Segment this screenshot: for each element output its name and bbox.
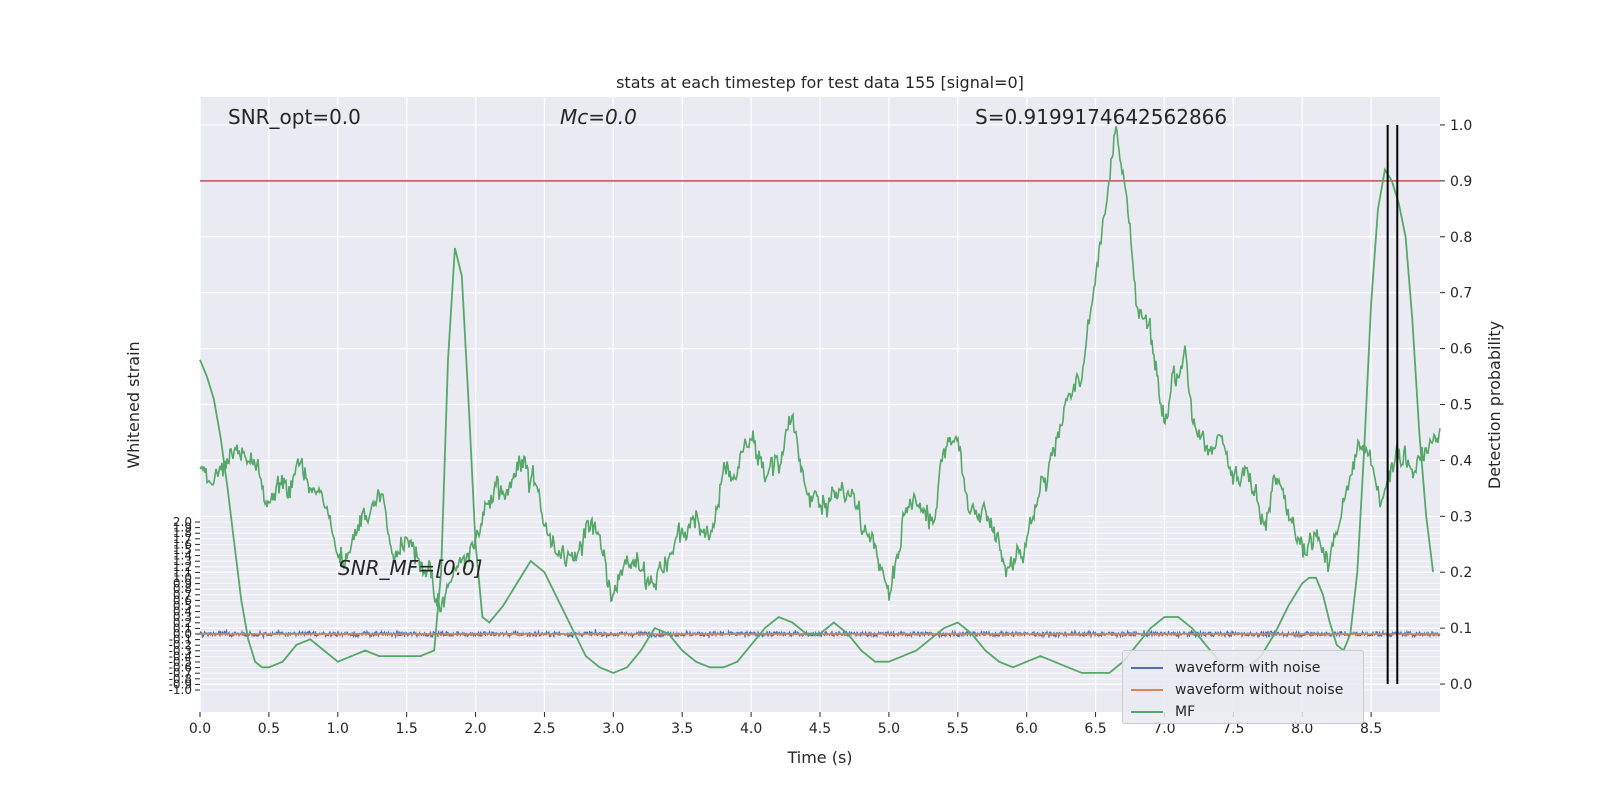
y-left-tick-label: -0.3 xyxy=(169,644,192,658)
x-tick-label: 1.5 xyxy=(396,721,418,737)
y-right-tick-label: 1.0 xyxy=(1450,118,1472,134)
x-tick-label: 7.0 xyxy=(1153,721,1175,737)
y-right-tick-label: 0.9 xyxy=(1450,174,1472,190)
y-left-tick-label: 1.3 xyxy=(173,554,192,568)
legend-item-waveform-without-noise: waveform without noise xyxy=(1131,679,1343,701)
y-left-tick-label: 1.2 xyxy=(173,560,192,574)
y-right-tick-label: 0.7 xyxy=(1450,286,1472,302)
y-left-tick-label: 1.4 xyxy=(173,549,192,563)
x-tick-label: 1.0 xyxy=(327,721,349,737)
y-left-tick-label: 0.7 xyxy=(173,588,192,602)
x-tick-label: 3.5 xyxy=(671,721,693,737)
y-right-tick-label: 0.4 xyxy=(1450,453,1472,469)
y-left-tick-label: -0.5 xyxy=(169,655,192,669)
grid xyxy=(199,97,1440,712)
x-tick-label: 7.5 xyxy=(1222,721,1244,737)
x-tick-label: 0.5 xyxy=(258,721,280,737)
series-detection-probability xyxy=(199,126,1441,613)
y-left-tick-label: 0.6 xyxy=(173,593,192,607)
x-tick-label: 3.0 xyxy=(602,721,624,737)
legend-item-mf: MF xyxy=(1131,701,1195,723)
chart-title: stats at each timestep for test data 155… xyxy=(616,73,1024,92)
series-mf xyxy=(199,167,1434,674)
y-left-tick-label: 1.6 xyxy=(173,537,192,551)
x-tick-label: 5.0 xyxy=(878,721,900,737)
y-left-tick-label: 2.0 xyxy=(173,515,192,529)
x-tick-label: 2.5 xyxy=(533,721,555,737)
x-tick-label: 0.0 xyxy=(189,721,211,737)
y-left-tick-label: -1.0 xyxy=(169,683,192,697)
labels: stats at each timestep for test data 155… xyxy=(124,73,1504,767)
x-tick-label: 6.5 xyxy=(1084,721,1106,737)
legend-label: waveform without noise xyxy=(1175,682,1344,698)
y-left-tick-label: 1.1 xyxy=(173,565,192,579)
y-left-tick-label: 0.5 xyxy=(173,599,192,613)
x-tick-label: 4.0 xyxy=(740,721,762,737)
y-left-tick-label: -0.7 xyxy=(169,666,192,680)
y-left-tick-label: 1.9 xyxy=(173,521,192,535)
x-tick-label: 8.0 xyxy=(1291,721,1313,737)
x-axis-label: Time (s) xyxy=(786,748,852,767)
legend-swatch xyxy=(1131,711,1163,713)
y-left-tick-label: 1.7 xyxy=(173,532,192,546)
annotation-s: S=0.9199174642562866 xyxy=(975,105,1227,129)
y-left-tick-label: 0.2 xyxy=(173,616,192,630)
legend-swatch xyxy=(1131,667,1163,669)
axes: 0.0 0.5 1.0 1.5 2.0 2.5 3.0 3.5 4.0 4.5 5.0 5.5 6.0 6… xyxy=(169,118,1473,737)
legend: waveform with noise waveform without noi… xyxy=(1122,650,1364,724)
legend-label: MF xyxy=(1175,704,1196,720)
y-right-tick-label: 0.6 xyxy=(1450,342,1472,358)
x-tick-label: 5.5 xyxy=(947,721,969,737)
y-axis-label-left: Whitened strain xyxy=(124,341,143,468)
y-left-tick-label: 0.9 xyxy=(173,577,192,591)
y-right-tick-label: 0.8 xyxy=(1450,230,1472,246)
y-left-tick-label: 0.4 xyxy=(173,605,192,619)
y-left-tick-label: 1.0 xyxy=(173,571,192,585)
x-tick-label: 6.0 xyxy=(1016,721,1038,737)
y-left-tick-label: -0.4 xyxy=(169,649,192,663)
y-left-tick-label: 1.5 xyxy=(173,543,192,557)
y-axis-label-right: Detection probability xyxy=(1485,321,1504,489)
annotation-snr-mf: SNR_MF=[0.0] xyxy=(338,556,482,580)
y-right-tick-label: 0.2 xyxy=(1450,565,1472,581)
annotation-mc: Mc=0.0 xyxy=(560,105,637,129)
y-right-tick-label: 0.0 xyxy=(1450,677,1472,693)
y-right-tick-label: 0.1 xyxy=(1450,621,1472,637)
y-left-tick-label: -0.8 xyxy=(169,672,192,686)
y-left-tick-label: 1.8 xyxy=(173,526,192,540)
y-left-tick-label: -0.1 xyxy=(169,633,192,647)
y-left-tick-label: -0.6 xyxy=(169,661,192,675)
y-left-tick-label: -0.9 xyxy=(169,677,192,691)
y-left-tick-label: 0.1 xyxy=(173,621,192,635)
y-left-tick-label: 0.0 xyxy=(173,627,192,641)
legend-swatch xyxy=(1131,689,1163,691)
legend-label: waveform with noise xyxy=(1175,660,1321,676)
y-left-tick-label: 0.3 xyxy=(173,610,192,624)
legend-item-waveform-with-noise: waveform with noise xyxy=(1131,657,1320,679)
series-layer xyxy=(199,124,1441,685)
x-tick-label: 4.5 xyxy=(809,721,831,737)
y-right-tick-label: 0.5 xyxy=(1450,398,1472,414)
y-right-tick-label: 0.3 xyxy=(1450,509,1472,525)
annotation-snr-opt: SNR_opt=0.0 xyxy=(228,105,361,129)
y-left-tick-label: 0.8 xyxy=(173,582,192,596)
y-left-tick-label: -0.2 xyxy=(169,638,192,652)
x-tick-label: 2.0 xyxy=(464,721,486,737)
x-tick-label: 8.5 xyxy=(1360,721,1382,737)
